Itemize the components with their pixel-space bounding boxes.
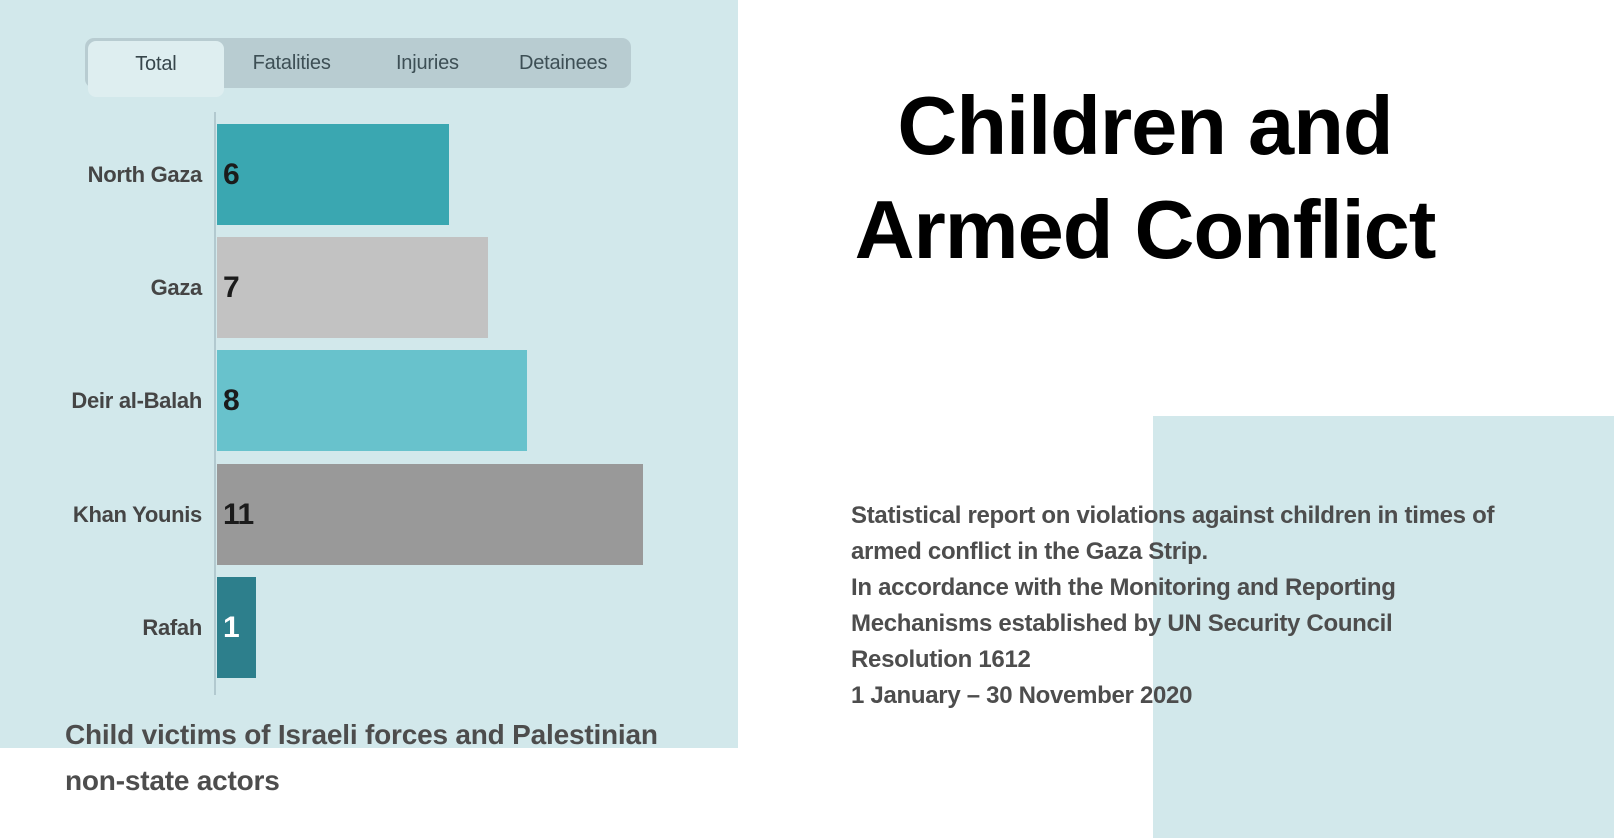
- description-line: armed conflict in the Gaza Strip.: [851, 538, 1208, 565]
- chart-axis-line: [214, 112, 216, 695]
- bar-north-gaza[interactable]: 6: [217, 124, 449, 225]
- bar-deir-al-balah[interactable]: 8: [217, 350, 527, 451]
- category-label-deir-al-balah: Deir al-Balah: [71, 388, 202, 413]
- chart-caption: Child victims of Israeli forces and Pale…: [65, 712, 685, 804]
- bar-value-label: 8: [223, 383, 240, 417]
- description-line: Mechanisms established by UN Security Co…: [851, 610, 1393, 637]
- report-description: Statistical report on violations against…: [851, 498, 1494, 714]
- bar-value-label: 6: [223, 157, 240, 191]
- tab-total[interactable]: Total: [88, 41, 224, 97]
- chart-caption-line: non-state actors: [65, 765, 280, 796]
- page-title: Children and Armed Conflict: [795, 74, 1495, 282]
- accent-rectangle: [1153, 416, 1614, 838]
- tab-detainees[interactable]: Detainees: [518, 51, 608, 74]
- chart-panel: Total Fatalities Injuries Detainees Nort…: [0, 0, 738, 796]
- bar-value-label: 7: [223, 270, 240, 304]
- tab-fatalities[interactable]: Fatalities: [252, 51, 331, 74]
- bar-khan-younis[interactable]: 11: [217, 464, 643, 565]
- bar-rafah[interactable]: 1: [217, 577, 256, 678]
- bar-value-label: 11: [223, 497, 254, 531]
- category-label-khan-younis: Khan Younis: [72, 502, 202, 527]
- page-title-line: Armed Conflict: [854, 183, 1437, 276]
- bar-gaza[interactable]: 7: [217, 237, 488, 338]
- tab-injuries[interactable]: Injuries: [395, 51, 459, 74]
- page-title-line: Children and: [897, 79, 1393, 172]
- tab-bar: Total Fatalities Injuries Detainees: [85, 38, 631, 97]
- bar-value-label: 1: [223, 610, 240, 644]
- description-line: Resolution 1612: [851, 646, 1031, 673]
- category-label-rafah: Rafah: [142, 615, 202, 640]
- description-line: In accordance with the Monitoring and Re…: [851, 574, 1396, 601]
- category-label-north-gaza: North Gaza: [87, 162, 203, 187]
- description-line: Statistical report on violations against…: [851, 502, 1495, 529]
- description-line: 1 January – 30 November 2020: [851, 682, 1193, 709]
- category-label-gaza: Gaza: [150, 275, 203, 300]
- chart-caption-line: Child victims of Israeli forces and Pale…: [65, 719, 658, 750]
